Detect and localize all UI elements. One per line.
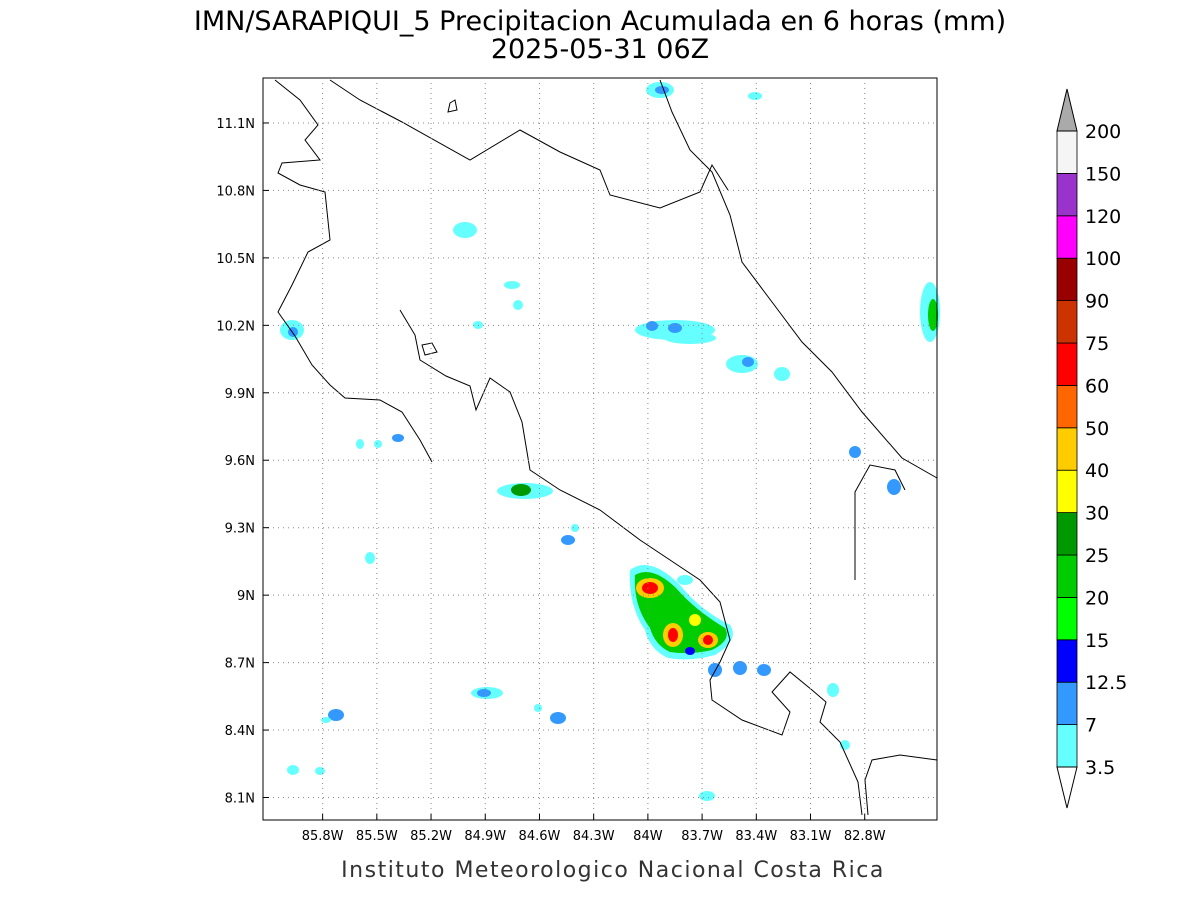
colorbar-label: 200 [1085, 121, 1121, 143]
colorbar-swatch [1056, 639, 1078, 683]
colorbar-label: 30 [1085, 503, 1109, 525]
colorbar-swatch [1056, 724, 1078, 768]
y-tick-label: 9.6N [225, 454, 255, 469]
colorbar-swatch [1056, 597, 1078, 641]
colorbar-label: 75 [1085, 333, 1109, 355]
colorbar-under [1056, 766, 1078, 809]
colorbar-label: 150 [1085, 163, 1121, 185]
x-tick-label: 83.7W [681, 829, 723, 844]
y-tick-label: 10.8N [216, 184, 255, 199]
x-tick-label: 85.2W [410, 829, 452, 844]
colorbar-label: 25 [1085, 545, 1109, 567]
x-tick-label: 84.9W [464, 829, 506, 844]
colorbar-swatch [1056, 681, 1078, 726]
x-tick-label: 83.1W [790, 829, 832, 844]
y-tick-label: 9.3N [225, 522, 255, 537]
colorbar-swatch [1056, 300, 1078, 344]
x-tick-label: 82.8W [844, 829, 886, 844]
y-tick-label: 9N [237, 589, 255, 604]
x-tick-label: 84.6W [519, 829, 561, 844]
colorbar-label: 120 [1085, 206, 1121, 228]
map-area: 85.8W 85.5W 85.2W 84.9W 84.6W 84.3W 84W 83.7W 83… [216, 77, 940, 844]
colorbar-label: 20 [1085, 587, 1109, 609]
y-tick-label: 10.5N [216, 252, 255, 267]
colorbar-label: 90 [1085, 291, 1109, 313]
x-tick-label: 84W [633, 829, 663, 844]
x-tick-label: 84.3W [573, 829, 615, 844]
colorbar-over [1056, 88, 1078, 132]
colorbar-swatch [1056, 384, 1078, 429]
x-tick-label: 83.4W [735, 829, 777, 844]
colorbar-swatch [1056, 130, 1078, 174]
colorbar-swatch [1056, 342, 1078, 386]
colorbar-label: 40 [1085, 460, 1109, 482]
precipitation [280, 82, 940, 801]
y-tick-label: 11.1N [216, 117, 255, 132]
colorbar-swatch [1056, 554, 1078, 598]
colorbar-swatch [1056, 257, 1078, 302]
title: IMN/SARAPIQUI_5 Precipitacion Acumulada … [194, 6, 1006, 37]
colorbar-label: 3.5 [1085, 757, 1115, 779]
colorbar-label: 50 [1085, 418, 1109, 440]
colorbar: 3.5 7 12.5 15 20 25 30 40 50 60 75 90 100 120 150 200 [1056, 88, 1127, 809]
y-tick-label: 8.4N [225, 724, 255, 739]
x-tick-label: 85.5W [356, 829, 398, 844]
y-tick-label: 9.9N [225, 387, 255, 402]
footer: Instituto Meteorologico Nacional Costa R… [341, 858, 885, 883]
x-tick-label: 85.8W [302, 829, 344, 844]
map-frame [262, 77, 938, 821]
colorbar-label: 100 [1085, 248, 1121, 270]
y-tick-label: 8.7N [225, 657, 255, 672]
colorbar-swatch [1056, 215, 1078, 259]
y-tick-label: 8.1N [225, 792, 255, 807]
colorbar-swatch [1056, 469, 1078, 514]
y-tick-label: 10.2N [216, 319, 255, 334]
colorbar-swatch [1056, 427, 1078, 471]
subtitle: 2025-05-31 06Z [491, 34, 709, 65]
colorbar-swatch [1056, 172, 1078, 217]
colorbar-label: 7 [1085, 715, 1097, 737]
colorbar-label: 15 [1085, 630, 1109, 652]
colorbar-swatch [1056, 512, 1078, 556]
colorbar-label: 60 [1085, 375, 1109, 397]
colorbar-label: 12.5 [1085, 672, 1127, 694]
coastlines [274, 79, 938, 816]
